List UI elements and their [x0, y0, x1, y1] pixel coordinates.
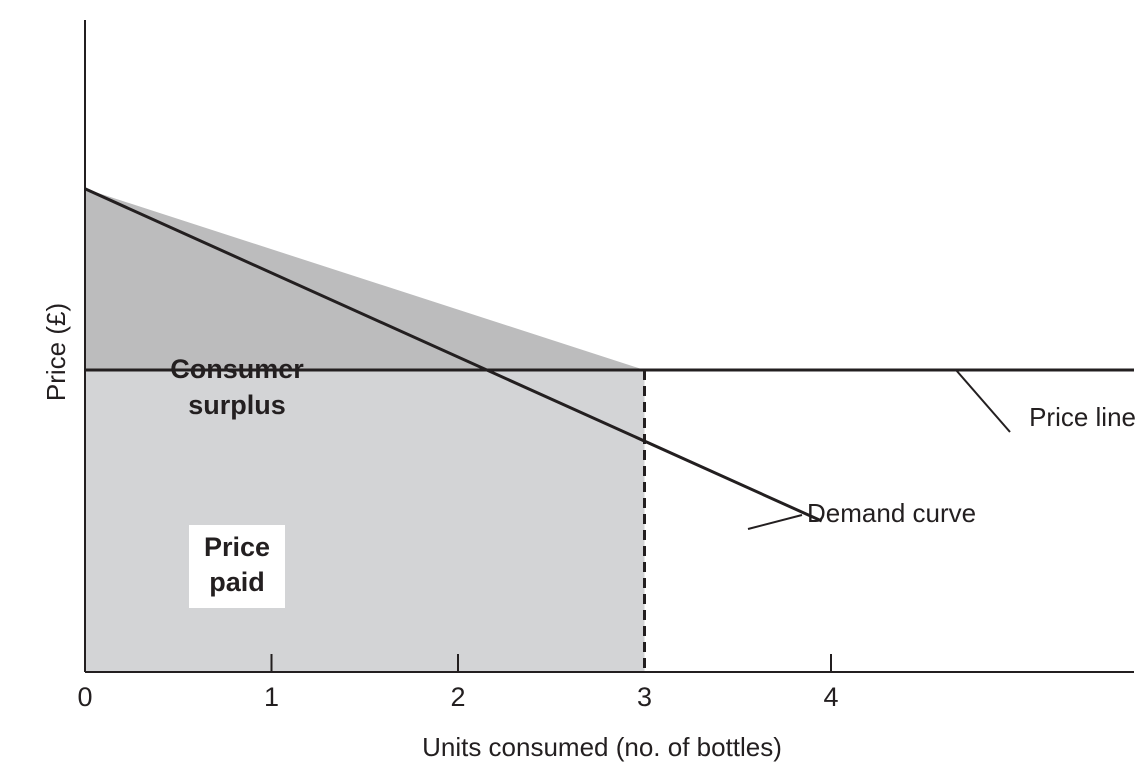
- consumer-surplus-area: [85, 188, 645, 370]
- x-tick-label: 3: [637, 682, 652, 712]
- demand-curve-annotation: Demand curve: [807, 498, 976, 528]
- consumer-surplus-label-line2: surplus: [188, 390, 286, 420]
- price-line-annotation: Price line: [1029, 402, 1136, 432]
- demand-curve: [84, 187, 823, 523]
- y-axis-label: Price (£): [41, 303, 71, 401]
- price-paid-area: [85, 370, 645, 672]
- x-tick-label: 0: [77, 682, 92, 712]
- x-tick-label: 4: [823, 682, 838, 712]
- x-ticks: 0 1 2 3 4: [77, 654, 839, 712]
- consumer-surplus-label-line1: Consumer: [170, 354, 304, 384]
- x-tick-label: 2: [450, 682, 465, 712]
- price-paid-label-box: [189, 525, 285, 608]
- price-paid-label-line1: Price: [204, 532, 270, 562]
- price-line-leader: [955, 369, 1011, 433]
- demand-curve-leader: [747, 514, 803, 530]
- x-axis-label: Units consumed (no. of bottles): [422, 732, 782, 762]
- price-paid-label-line2: paid: [209, 567, 265, 597]
- x-tick-label: 1: [264, 682, 279, 712]
